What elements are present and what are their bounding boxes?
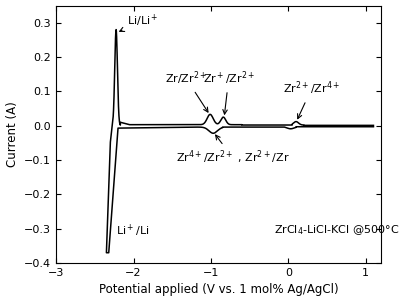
- Text: Li/Li$^+$: Li/Li$^+$: [119, 12, 158, 31]
- X-axis label: Potential applied (V vs. 1 mol% Ag/AgCl): Potential applied (V vs. 1 mol% Ag/AgCl): [98, 284, 338, 297]
- Text: Zr/Zr$^{2+}$: Zr/Zr$^{2+}$: [164, 69, 207, 112]
- Text: ZrCl$_4$-LiCl-KCl @500°C: ZrCl$_4$-LiCl-KCl @500°C: [273, 223, 398, 237]
- Text: Li$^+$/Li: Li$^+$/Li: [116, 222, 149, 239]
- Text: Zr$^{4+}$/Zr$^{2+}$ , Zr$^{2+}$/Zr: Zr$^{4+}$/Zr$^{2+}$ , Zr$^{2+}$/Zr: [175, 135, 289, 166]
- Y-axis label: Current (A): Current (A): [6, 101, 19, 167]
- Text: Zr$^{2+}$/Zr$^{4+}$: Zr$^{2+}$/Zr$^{4+}$: [282, 80, 339, 119]
- Text: Zr$^+$/Zr$^{2+}$: Zr$^+$/Zr$^{2+}$: [202, 69, 254, 114]
